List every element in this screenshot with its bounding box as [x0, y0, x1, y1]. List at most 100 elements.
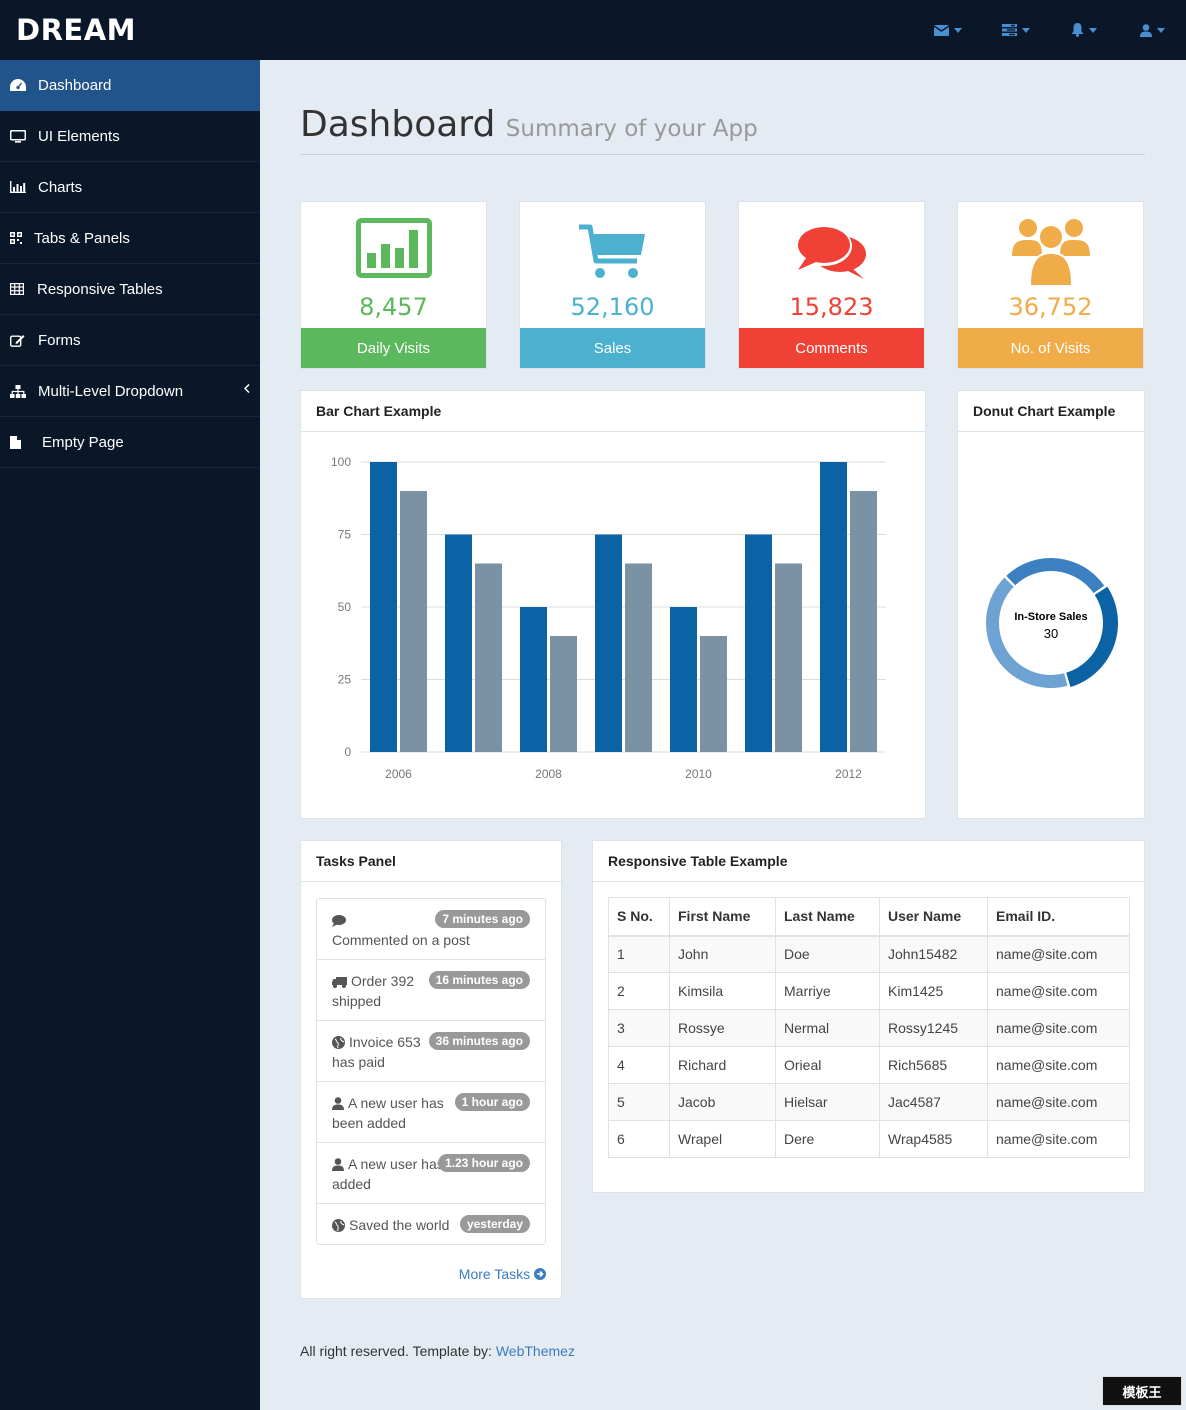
table-cell: 6: [608, 1120, 670, 1158]
bar[interactable]: [550, 636, 577, 752]
table-cell: Jacob: [669, 1083, 776, 1121]
table-cell: Dere: [775, 1120, 880, 1158]
y-tick-label: 25: [338, 673, 352, 687]
footer-text: All right reserved. Template by:: [300, 1343, 496, 1359]
bar[interactable]: [520, 607, 547, 752]
table-row: 4 Richard Orieal Rich5685 name@site.com: [608, 1046, 1130, 1084]
user-dropdown[interactable]: [1118, 0, 1186, 60]
brand-logo[interactable]: DREAM: [16, 13, 137, 47]
column-header[interactable]: User Name: [879, 897, 988, 937]
desktop-icon: [10, 129, 26, 143]
sidebar-item-empty-page[interactable]: Empty Page: [0, 417, 260, 468]
column-header[interactable]: S No.: [608, 897, 670, 937]
stat-card-comments[interactable]: 15,823 Comments: [738, 201, 925, 369]
alerts-dropdown[interactable]: [1050, 0, 1118, 60]
users-icon: [1011, 219, 1090, 286]
column-header[interactable]: Email ID.: [987, 897, 1130, 937]
globe-icon: [332, 1219, 345, 1232]
x-tick-label: 2008: [535, 767, 562, 781]
column-header[interactable]: Last Name: [775, 897, 880, 937]
sidebar-item-charts[interactable]: Charts: [0, 162, 260, 213]
globe-icon: [332, 1036, 345, 1049]
bar[interactable]: [775, 563, 802, 753]
task-item[interactable]: 1.23 hour ago A new user has added: [317, 1143, 545, 1204]
donut-segment[interactable]: [986, 577, 1068, 688]
donut-segment[interactable]: [1006, 558, 1105, 594]
table-cell: John: [669, 935, 776, 973]
page-header: Dashboard Summary of your App: [300, 104, 1145, 155]
chevron-down-icon: [1156, 27, 1165, 33]
arrow-circle-right-icon: [534, 1268, 546, 1280]
table-cell: 3: [608, 1009, 670, 1047]
table-cell: Jac4587: [879, 1083, 988, 1121]
panel-title: Responsive Table Example: [593, 841, 1144, 882]
task-item[interactable]: 36 minutes ago Invoice 653 has paid: [317, 1021, 545, 1082]
tasks-dropdown[interactable]: [982, 0, 1050, 60]
bar-chart-icon: [355, 218, 432, 278]
table-row: 5 Jacob Hielsar Jac4587 name@site.com: [608, 1083, 1130, 1121]
table-cell: Kimsila: [669, 972, 776, 1010]
bar[interactable]: [670, 607, 697, 752]
donut-segment[interactable]: [1066, 586, 1118, 688]
donut-chart-panel: Donut Chart Example In-Store Sales 30: [957, 390, 1145, 819]
more-tasks-link[interactable]: More Tasks: [459, 1266, 546, 1282]
sidebar-item-tabs-panels[interactable]: Tabs & Panels: [0, 213, 260, 264]
sidebar-item-forms[interactable]: Forms: [0, 315, 260, 366]
bar[interactable]: [625, 563, 652, 753]
donut-label: In-Store Sales: [1014, 611, 1087, 623]
time-badge: 1.23 hour ago: [437, 1154, 530, 1172]
table-cell: name@site.com: [987, 1083, 1130, 1121]
sidebar-item-responsive-tables[interactable]: Responsive Tables: [0, 264, 260, 315]
bar[interactable]: [745, 534, 772, 753]
table-cell: Rossy1245: [879, 1009, 988, 1047]
column-header[interactable]: First Name: [669, 897, 776, 937]
task-item[interactable]: yesterday Saved the world: [317, 1204, 545, 1244]
top-navbar: DREAM: [0, 0, 1186, 60]
sidebar-item-dashboard[interactable]: Dashboard: [0, 60, 260, 111]
stat-card-daily-visits[interactable]: 8,457 Daily Visits: [300, 201, 487, 369]
bar[interactable]: [475, 563, 502, 753]
page-title: Dashboard: [300, 104, 496, 145]
table-cell: Wrapel: [669, 1120, 776, 1158]
table-cell: name@site.com: [987, 1046, 1130, 1084]
bar[interactable]: [445, 534, 472, 753]
table-cell: name@site.com: [987, 1009, 1130, 1047]
top-icons: [914, 0, 1186, 60]
table-cell: Kim1425: [879, 972, 988, 1010]
table-cell: Marriye: [775, 972, 880, 1010]
task-text: A new user has added: [332, 1156, 444, 1192]
stat-label: Sales: [520, 328, 705, 368]
stat-card-visits[interactable]: 36,752 No. of Visits: [957, 201, 1144, 369]
bar[interactable]: [400, 491, 427, 752]
table-row: 6 Wrapel Dere Wrap4585 name@site.com: [608, 1120, 1130, 1158]
x-tick-label: 2010: [685, 767, 712, 781]
stat-label: Comments: [739, 328, 924, 368]
bar[interactable]: [370, 462, 397, 752]
table-cell: Rossye: [669, 1009, 776, 1047]
bar[interactable]: [700, 636, 727, 752]
table-panel: Responsive Table Example S No. First Nam…: [592, 840, 1145, 1193]
bar[interactable]: [595, 534, 622, 753]
stat-label: Daily Visits: [301, 328, 486, 368]
footer-link[interactable]: WebThemez: [495, 1343, 575, 1359]
messages-dropdown[interactable]: [914, 0, 982, 60]
bar[interactable]: [820, 462, 847, 752]
x-tick-label: 2012: [835, 767, 862, 781]
shopping-cart-icon: [578, 224, 645, 278]
bar[interactable]: [850, 491, 877, 752]
table-cell: 5: [608, 1083, 670, 1121]
task-text: Invoice 653 has paid: [332, 1034, 421, 1070]
sidebar-item-ui-elements[interactable]: UI Elements: [0, 111, 260, 162]
stat-value: 36,752: [1008, 293, 1093, 321]
tasks-icon: [1002, 24, 1017, 36]
chevron-down-icon: [1022, 27, 1030, 33]
sidebar-item-label: Multi-Level Dropdown: [38, 382, 184, 400]
task-item[interactable]: 1 hour ago A new user has been added: [317, 1082, 545, 1143]
stat-card-sales[interactable]: 52,160 Sales: [519, 201, 706, 369]
sidebar-item-label: Forms: [38, 331, 81, 349]
donut-value: 30: [1044, 626, 1058, 641]
sidebar-item-multi-level-dropdown[interactable]: Multi-Level Dropdown: [0, 366, 260, 417]
table-row: 2 Kimsila Marriye Kim1425 name@site.com: [608, 972, 1130, 1010]
task-item[interactable]: 7 minutes ago Commented on a post: [317, 899, 545, 960]
task-item[interactable]: 16 minutes ago Order 392 shipped: [317, 960, 545, 1021]
